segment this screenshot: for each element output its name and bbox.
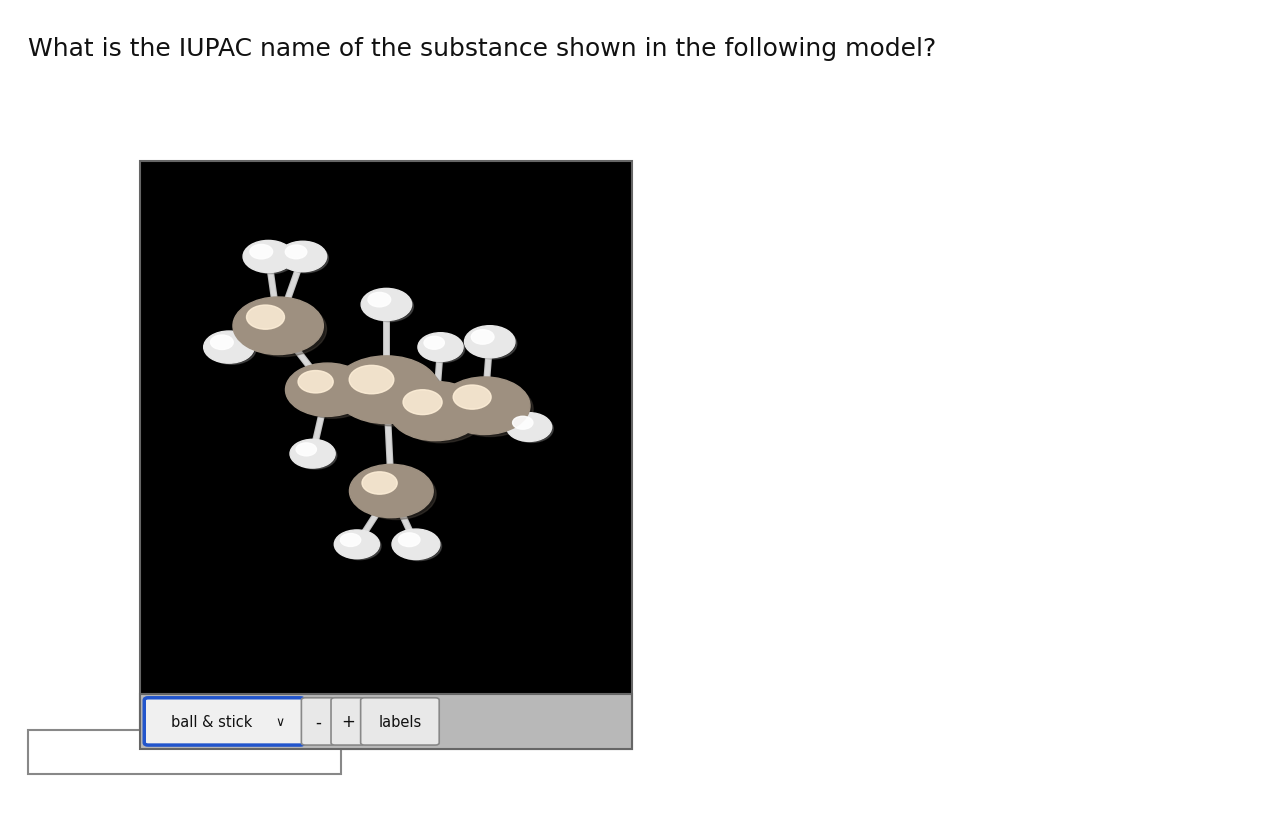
Circle shape [290, 440, 335, 468]
Circle shape [298, 371, 334, 393]
FancyBboxPatch shape [28, 731, 341, 774]
Circle shape [361, 289, 412, 321]
Circle shape [343, 362, 443, 427]
Circle shape [207, 334, 256, 364]
Circle shape [362, 473, 397, 495]
Text: -: - [316, 713, 321, 731]
Circle shape [368, 293, 390, 307]
Circle shape [403, 390, 442, 415]
Circle shape [210, 336, 233, 350]
Circle shape [392, 529, 439, 560]
Circle shape [465, 326, 515, 359]
Text: +: + [341, 713, 354, 731]
FancyBboxPatch shape [140, 161, 632, 749]
Circle shape [506, 413, 551, 442]
Text: ball & stick: ball & stick [171, 714, 252, 729]
FancyBboxPatch shape [301, 698, 335, 745]
Text: labels: labels [379, 714, 421, 729]
Circle shape [421, 336, 465, 363]
Circle shape [439, 378, 529, 435]
Circle shape [417, 333, 464, 362]
Circle shape [398, 533, 420, 547]
Circle shape [510, 415, 554, 443]
Circle shape [243, 241, 294, 274]
Circle shape [349, 464, 433, 518]
Circle shape [286, 364, 370, 417]
Circle shape [233, 297, 323, 355]
Circle shape [424, 337, 444, 350]
Text: What is the IUPAC name of the substance shown in the following model?: What is the IUPAC name of the substance … [28, 37, 936, 61]
Circle shape [357, 469, 437, 520]
Circle shape [453, 386, 491, 410]
Circle shape [250, 245, 273, 260]
Circle shape [447, 382, 533, 437]
Circle shape [296, 443, 317, 456]
Circle shape [285, 246, 307, 260]
Circle shape [294, 442, 336, 469]
Circle shape [513, 417, 533, 430]
Circle shape [278, 242, 327, 273]
Circle shape [335, 530, 380, 559]
Circle shape [204, 332, 254, 364]
Circle shape [340, 534, 361, 547]
FancyBboxPatch shape [144, 698, 304, 745]
Circle shape [246, 305, 285, 330]
Circle shape [397, 387, 486, 443]
Circle shape [247, 244, 295, 274]
Circle shape [349, 366, 394, 394]
Circle shape [334, 356, 439, 424]
Circle shape [241, 302, 327, 357]
FancyBboxPatch shape [331, 698, 365, 745]
Circle shape [292, 369, 372, 419]
Circle shape [339, 532, 381, 560]
Circle shape [469, 329, 516, 360]
Circle shape [471, 330, 495, 345]
Circle shape [283, 245, 328, 274]
Text: ∨: ∨ [276, 715, 285, 728]
Circle shape [389, 382, 482, 441]
Circle shape [366, 292, 413, 322]
FancyBboxPatch shape [361, 698, 439, 745]
Circle shape [397, 532, 442, 561]
FancyBboxPatch shape [140, 694, 632, 749]
